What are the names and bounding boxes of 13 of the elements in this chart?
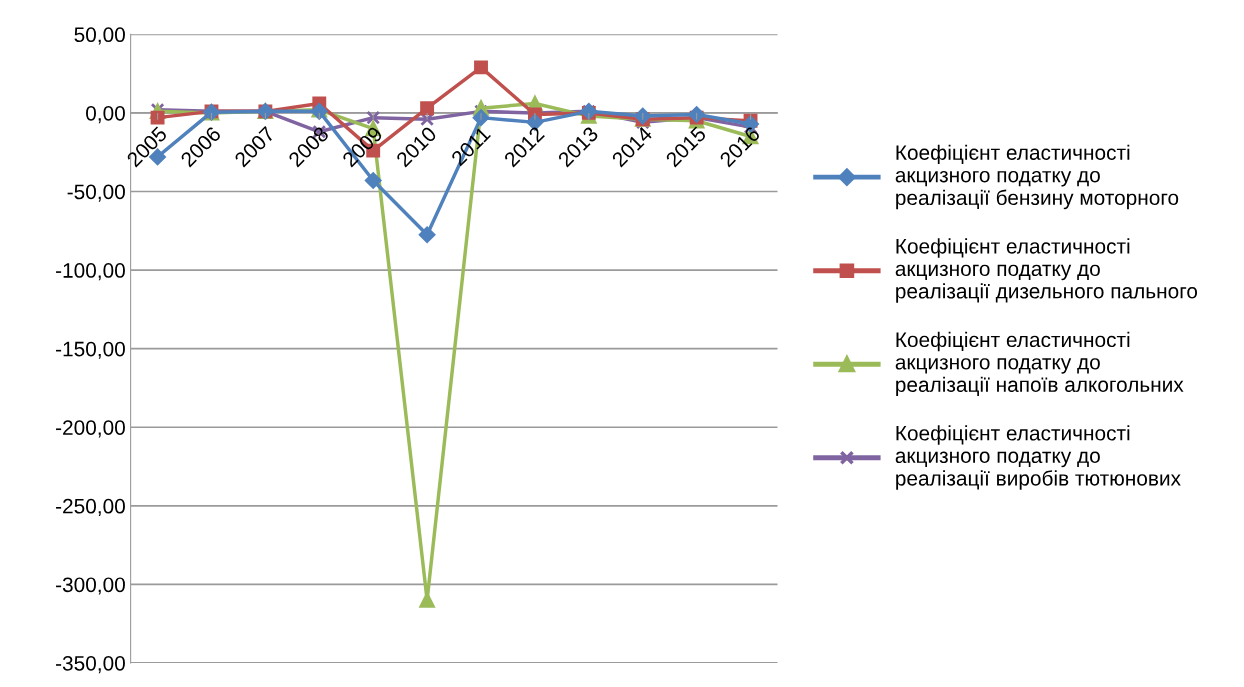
y-tick-label: -350,00	[56, 655, 125, 674]
legend-label: Коефіцієнт еластичності акцизного податку до реалізації бензину моторного	[895, 144, 1179, 210]
y-tick-label: -50,00	[67, 184, 125, 202]
y-tick-label: 0,00	[86, 105, 125, 124]
y-tick-label: -150,00	[56, 341, 125, 359]
legend-label: Коефіцієнт еластичності акцизного податку до реалізації виробів тютюнових	[895, 425, 1181, 490]
y-tick-label: -300,00	[56, 577, 125, 595]
legend-label: Коефіцієнт еластичності акцизного податку до реалізації напоїв алкогольних	[895, 331, 1184, 397]
y-tick-label: -200,00	[56, 420, 125, 438]
y-tick-label: 50,00	[74, 27, 125, 45]
legend-label: Коефіцієнт еластичності акцизного податку до реалізації дизельного пального	[895, 238, 1198, 303]
y-tick-label: -100,00	[56, 263, 125, 281]
y-tick-label: -250,00	[56, 498, 125, 517]
